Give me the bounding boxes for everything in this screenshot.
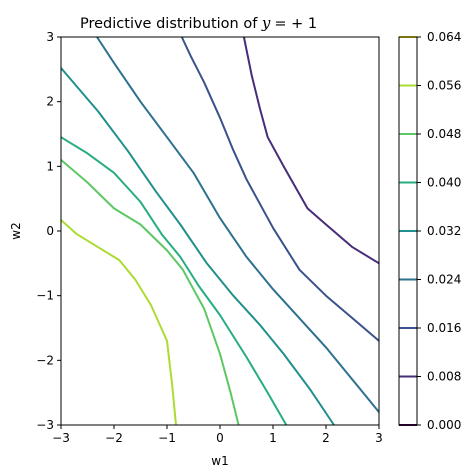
colorbar-tick-label: 0.008 — [427, 370, 461, 384]
y-tick-label: 1 — [46, 159, 54, 173]
colorbar-tick-label: 0.016 — [427, 321, 461, 335]
chart-title-text: Predictive distribution of — [80, 16, 262, 32]
colorbar-tick-label: 0.048 — [427, 127, 461, 141]
y-tick-label: 3 — [46, 30, 54, 44]
y-tick-label: −2 — [36, 353, 54, 367]
colorbar-tick-label: 0.056 — [427, 79, 461, 93]
contour-line-0.064 — [60, 219, 177, 426]
contour-line-0.032 — [96, 36, 380, 413]
colorbar-tick-label: 0.040 — [427, 176, 461, 190]
x-tick-label: −3 — [52, 431, 70, 445]
plot-area: −3 −2 −1 0 1 2 3 −3 −2 −1 0 1 2 3 — [36, 30, 383, 445]
colorbar-tick-label: 0.032 — [427, 224, 461, 238]
chart-title: Predictive distribution of y = + 1 — [80, 14, 317, 32]
chart-title-math-rest: = + 1 — [274, 16, 317, 32]
x-tick-label: 3 — [375, 431, 383, 445]
x-tick-label: −2 — [105, 431, 123, 445]
y-tick-label: 2 — [46, 95, 54, 109]
contour-line-0.048 — [60, 136, 288, 426]
contour-line-0.04 — [60, 67, 335, 426]
colorbar-tick-label: 0.064 — [427, 30, 461, 44]
colorbar-tick-label: 0.000 — [427, 418, 461, 432]
plot-frame — [60, 36, 380, 426]
x-tick-label: 1 — [269, 431, 277, 445]
colorbar-tick-label: 0.024 — [427, 273, 461, 287]
contour-line-0.024 — [180, 36, 380, 342]
contour-line-0.056 — [60, 159, 240, 426]
x-tick-label: 2 — [322, 431, 330, 445]
y-tick-label: −1 — [36, 289, 54, 303]
x-tick-label: −1 — [158, 431, 176, 445]
y-tick-label: −3 — [36, 418, 54, 432]
x-axis-label: w1 — [211, 454, 228, 468]
x-tick-label: 0 — [216, 431, 224, 445]
contour-line-0.016 — [242, 36, 380, 265]
chart-title-math-var: y — [261, 14, 271, 32]
colorbar: 0.000 0.008 0.016 0.024 0.032 0.040 0.048 0.056… — [398, 30, 461, 432]
y-axis-label: w2 — [9, 222, 23, 239]
y-tick-label: 0 — [46, 224, 54, 238]
